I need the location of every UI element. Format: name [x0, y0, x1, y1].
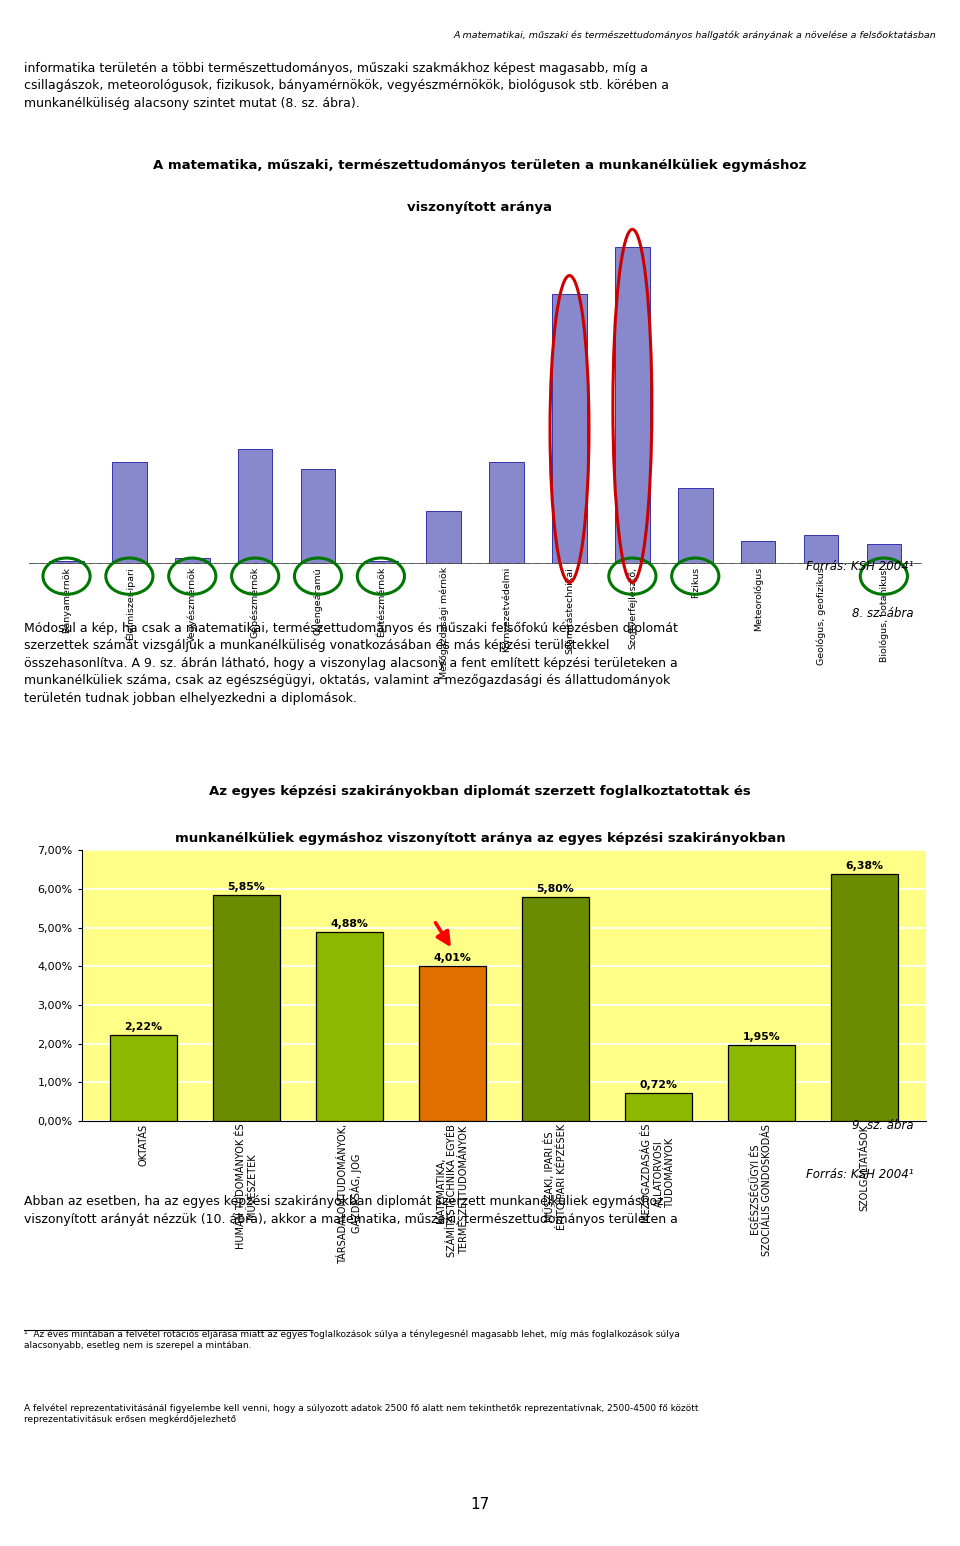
Bar: [804, 535, 838, 564]
Bar: [678, 489, 712, 564]
Text: A felvétel reprezentativitásánál figyelembe kell venni, hogy a súlyozott adatok : A felvétel reprezentativitásánál figyele…: [24, 1404, 699, 1424]
Bar: [867, 544, 901, 564]
Text: 5,80%: 5,80%: [537, 884, 574, 894]
Text: Az egyes képzési szakirányokban diplomát szerzett foglalkoztatottak és: Az egyes képzési szakirányokban diplomát…: [209, 785, 751, 798]
Text: 4,88%: 4,88%: [330, 920, 369, 929]
Bar: [552, 294, 587, 564]
Text: informatika területén a többi természettudományos, műszaki szakmákhoz képest mag: informatika területén a többi természett…: [24, 62, 669, 110]
Bar: [419, 966, 486, 1121]
Text: 8. sz. ábra: 8. sz. ábra: [852, 606, 913, 620]
Bar: [426, 512, 461, 564]
Text: 5,85%: 5,85%: [228, 881, 265, 892]
Text: 2,22%: 2,22%: [125, 1022, 162, 1033]
Bar: [112, 462, 147, 564]
Bar: [625, 1093, 692, 1121]
Bar: [615, 247, 650, 564]
Text: munkanélküliek egymáshoz viszonyított aránya az egyes képzési szakirányokban: munkanélküliek egymáshoz viszonyított ar…: [175, 832, 785, 844]
Text: Módosul a kép, ha csak a matematikai, természettudományos és műszaki felsőfokú k: Módosul a kép, ha csak a matematikai, te…: [24, 621, 678, 705]
Bar: [316, 932, 383, 1121]
Bar: [728, 1045, 795, 1121]
Text: 0,72%: 0,72%: [639, 1081, 678, 1090]
Bar: [300, 468, 335, 564]
Bar: [110, 1036, 177, 1121]
Bar: [175, 558, 209, 564]
Bar: [49, 561, 84, 564]
Text: A matematikai, műszaki és természettudományos hallgatók arányának a növelése a f: A matematikai, műszaki és természettudom…: [453, 31, 936, 40]
Text: ¹  Az éves mintában a felvétel rotációs eljárása miatt az egyes foglalkozások sú: ¹ Az éves mintában a felvétel rotációs e…: [24, 1330, 680, 1350]
Text: 6,38%: 6,38%: [846, 861, 883, 870]
Text: 9. sz. ábra: 9. sz. ábra: [852, 1119, 913, 1132]
Bar: [213, 895, 280, 1121]
Text: Forrás: KSH 2004¹: Forrás: KSH 2004¹: [805, 1167, 913, 1181]
Text: 4,01%: 4,01%: [434, 952, 471, 963]
Bar: [522, 897, 589, 1121]
Text: 1,95%: 1,95%: [743, 1033, 780, 1042]
Bar: [831, 873, 898, 1121]
Bar: [490, 462, 524, 564]
Text: A matematika, műszaki, természettudományos területen a munkanélküliek egymáshoz: A matematika, műszaki, természettudomány…: [154, 159, 806, 172]
Text: 17: 17: [470, 1497, 490, 1512]
Bar: [238, 448, 273, 564]
Text: Forrás: KSH 2004¹: Forrás: KSH 2004¹: [805, 560, 913, 572]
Bar: [741, 541, 776, 564]
Bar: [364, 561, 398, 564]
Text: Abban az esetben, ha az egyes képzési szakirányokban diplomát szerzett munkanélk: Abban az esetben, ha az egyes képzési sz…: [24, 1195, 678, 1226]
Text: viszonyított aránya: viszonyított aránya: [407, 201, 553, 215]
